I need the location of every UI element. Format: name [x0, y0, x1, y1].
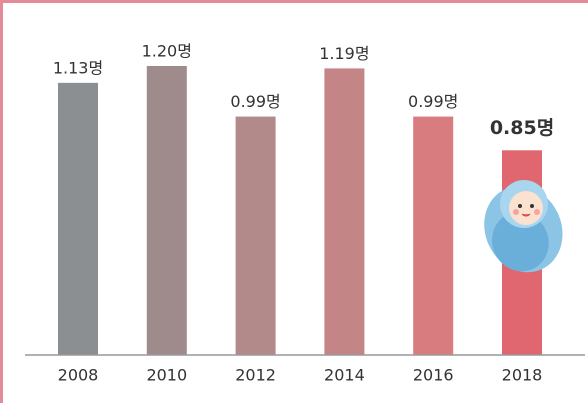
value-label: 0.99명 [408, 92, 458, 111]
value-label: 0.99명 [230, 92, 280, 111]
value-label: 1.20명 [142, 42, 192, 61]
x-tick-label: 2018 [502, 366, 543, 385]
plot: 1.13명 2008 1.20명 2010 0.99명 2012 1.19명 2014 0.99… [53, 42, 554, 385]
bar [324, 68, 365, 356]
x-tick-label: 2008 [58, 366, 99, 385]
baby-illustration [484, 180, 563, 273]
value-label: 1.19명 [319, 44, 369, 63]
bar [235, 116, 276, 355]
x-tick-label: 2010 [146, 366, 187, 385]
x-tick-label: 2012 [235, 366, 276, 385]
bar [413, 116, 454, 355]
value-label: 1.13명 [53, 58, 103, 77]
bar [146, 66, 187, 355]
bar [58, 82, 98, 355]
x-tick-label: 2016 [413, 366, 454, 385]
x-tick-label: 2014 [324, 366, 365, 385]
value-label: 0.85명 [490, 117, 554, 139]
